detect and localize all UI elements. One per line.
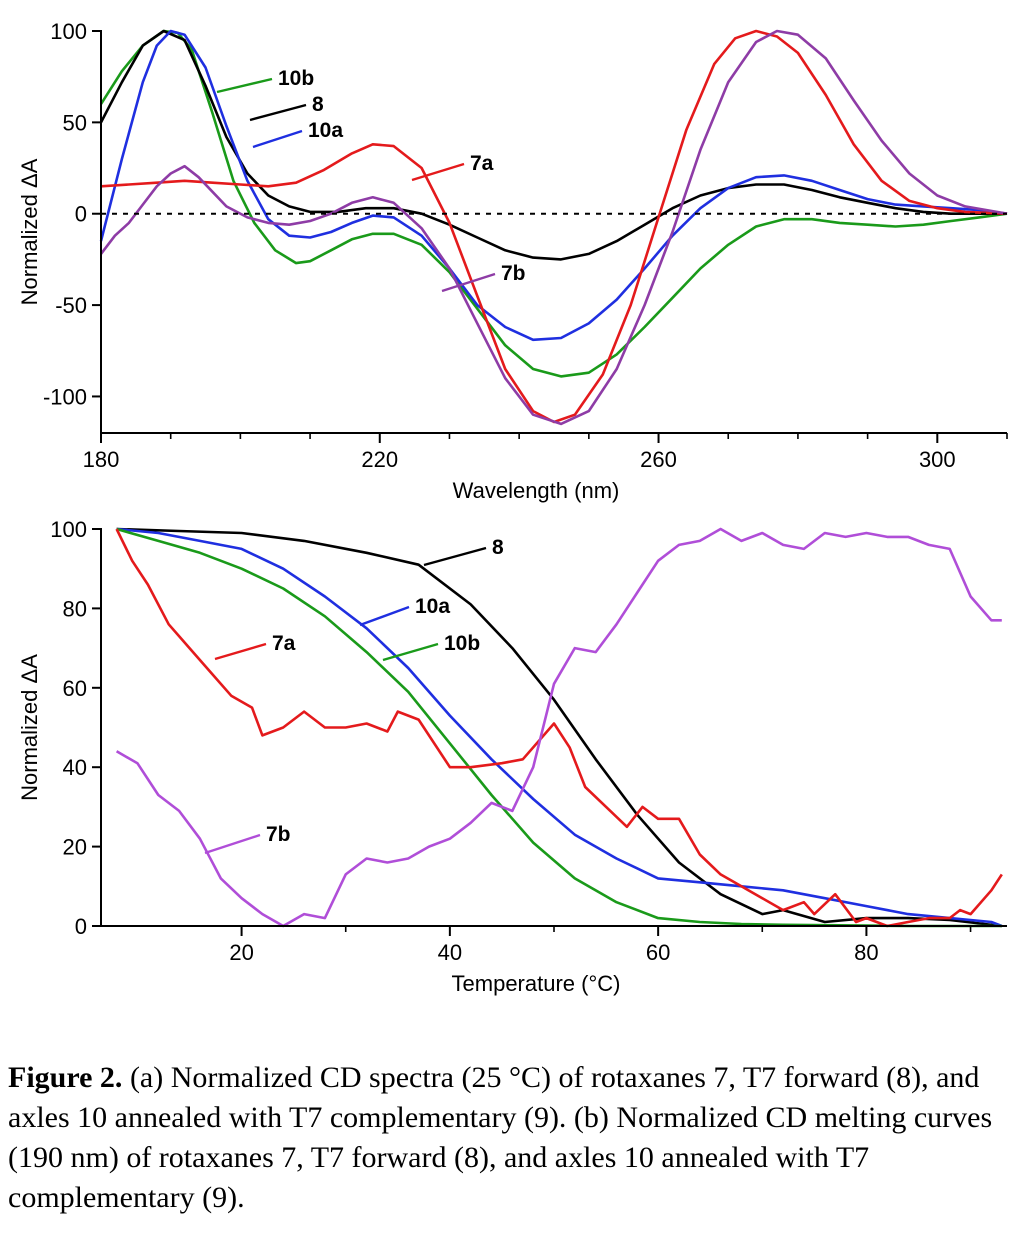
panel-b-y-axis-title: Normalized ΔA (17, 654, 42, 801)
x-tick-label: 300 (919, 447, 956, 472)
series-label-10b: 10b (278, 67, 314, 90)
series-label-10a: 10a (415, 595, 450, 618)
series-label-10b: 10b (444, 632, 480, 655)
x-tick-label: 40 (438, 940, 462, 965)
label-leader-8 (423, 546, 487, 567)
label-leader-8 (249, 103, 307, 122)
y-tick-label: 60 (63, 676, 87, 701)
panel-a-x-axis-title: Wavelength (nm) (453, 478, 620, 503)
panel-a-series-labels: 10b 8 10a 7a 7b (216, 67, 526, 293)
label-leader-10a (359, 605, 410, 627)
figure-caption: Figure 2. (a) Normalized CD spectra (25 … (8, 1058, 1020, 1218)
series-label-7a: 7a (470, 152, 494, 175)
label-leader-7b (441, 272, 496, 293)
series-line-10a (99, 29, 1008, 342)
y-tick-label: 40 (63, 755, 87, 780)
caption-text: (a) Normalized CD spectra (25 °C) of rot… (8, 1061, 993, 1214)
series-line-7a (100, 29, 1008, 424)
panel-b-melting-curves: 0 20 40 60 80 100 20 40 60 80 Temperature (°C) No… (17, 517, 1007, 996)
series-line-10b (116, 527, 1002, 928)
y-tick-label: 20 (63, 835, 87, 860)
panel-b-ticks: 0 20 40 60 80 100 20 40 60 80 (50, 517, 972, 965)
y-tick-label: 50 (63, 110, 87, 135)
series-line-7b (99, 29, 1008, 426)
figure-canvas: 100 50 0 -50 -100 180 220 260 300 Wavelength (nm… (17, 19, 1008, 996)
panel-a-ticks: 100 50 0 -50 -100 180 220 260 300 (43, 19, 1008, 472)
x-tick-label: 80 (854, 940, 878, 965)
y-tick-label: -100 (43, 384, 87, 409)
label-leader-10b (382, 642, 439, 662)
caption-lead: Figure 2. (8, 1061, 123, 1094)
series-line-10a (116, 527, 1003, 928)
series-line-7a (115, 528, 1003, 928)
y-tick-label: -50 (55, 293, 87, 318)
series-line-10b (99, 29, 1008, 378)
panel-b-series-labels: 8 10a 10b 7a 7b (204, 536, 504, 855)
x-tick-label: 20 (229, 940, 253, 965)
series-label-7b: 7b (266, 823, 291, 846)
y-tick-label: 100 (50, 517, 87, 542)
series-line-7b (115, 527, 1002, 928)
series-label-8: 8 (312, 93, 324, 116)
y-tick-label: 100 (50, 19, 87, 44)
x-tick-label: 220 (361, 447, 398, 472)
label-leader-7a (411, 162, 465, 182)
panel-a-y-axis-title: Normalized ΔA (17, 158, 42, 305)
y-tick-label: 0 (75, 202, 87, 227)
panel-a-cd-spectra: 100 50 0 -50 -100 180 220 260 300 Wavelength (nm… (17, 19, 1008, 503)
x-tick-label: 60 (646, 940, 670, 965)
panel-b-x-axis-title: Temperature (°C) (452, 971, 621, 996)
series-label-10a: 10a (308, 119, 343, 142)
x-tick-label: 260 (640, 447, 677, 472)
y-tick-label: 80 (63, 596, 87, 621)
series-label-7a: 7a (272, 632, 296, 655)
series-line-8 (116, 527, 1002, 928)
y-tick-label: 0 (75, 914, 87, 939)
x-tick-label: 180 (83, 447, 120, 472)
series-label-7b: 7b (501, 262, 526, 285)
label-leader-7a (214, 642, 267, 661)
series-line-8 (99, 29, 1007, 261)
label-leader-10a (252, 129, 303, 149)
panel-b-series-group (115, 527, 1003, 928)
label-leader-10b (216, 77, 273, 94)
series-label-8: 8 (492, 536, 504, 559)
label-leader-7b (204, 833, 261, 855)
panel-a-series-group (99, 29, 1008, 426)
